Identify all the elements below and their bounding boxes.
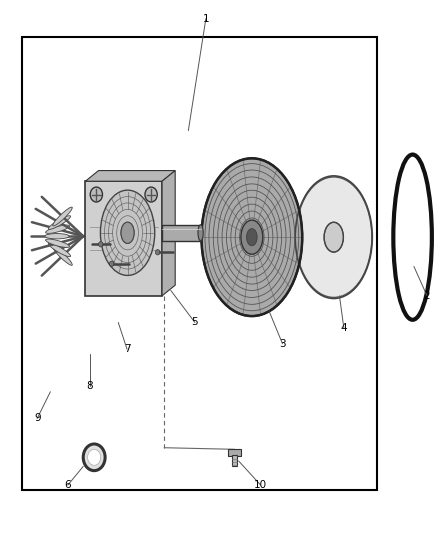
Bar bbox=[228, 449, 241, 456]
Ellipse shape bbox=[53, 246, 72, 265]
Text: 8: 8 bbox=[86, 382, 93, 391]
Ellipse shape bbox=[247, 229, 257, 246]
Ellipse shape bbox=[83, 444, 105, 471]
Ellipse shape bbox=[88, 449, 101, 465]
Ellipse shape bbox=[46, 239, 70, 247]
Text: 5: 5 bbox=[191, 318, 198, 327]
Text: 3: 3 bbox=[279, 339, 286, 349]
Text: 2: 2 bbox=[424, 291, 431, 301]
Ellipse shape bbox=[110, 261, 114, 266]
Ellipse shape bbox=[324, 222, 343, 252]
Ellipse shape bbox=[100, 190, 155, 276]
Ellipse shape bbox=[155, 249, 160, 255]
Text: 4: 4 bbox=[340, 323, 347, 333]
Ellipse shape bbox=[201, 158, 302, 316]
Ellipse shape bbox=[241, 220, 263, 254]
Ellipse shape bbox=[53, 207, 72, 226]
Ellipse shape bbox=[45, 233, 69, 239]
Polygon shape bbox=[85, 171, 175, 181]
Ellipse shape bbox=[99, 241, 103, 247]
Ellipse shape bbox=[296, 177, 372, 297]
Ellipse shape bbox=[121, 222, 134, 244]
Ellipse shape bbox=[48, 216, 71, 229]
Bar bbox=[232, 455, 237, 466]
Ellipse shape bbox=[198, 225, 203, 241]
Text: 7: 7 bbox=[124, 344, 131, 354]
Polygon shape bbox=[162, 171, 175, 296]
Bar bbox=[162, 225, 201, 241]
Text: 1: 1 bbox=[202, 14, 209, 23]
Text: 9: 9 bbox=[34, 414, 41, 423]
Text: 6: 6 bbox=[64, 480, 71, 490]
Bar bbox=[85, 181, 162, 296]
Ellipse shape bbox=[90, 187, 102, 202]
Ellipse shape bbox=[46, 225, 70, 233]
Text: 10: 10 bbox=[254, 480, 267, 490]
Bar bbox=[22, 37, 377, 490]
Ellipse shape bbox=[48, 243, 71, 257]
Ellipse shape bbox=[145, 187, 157, 202]
